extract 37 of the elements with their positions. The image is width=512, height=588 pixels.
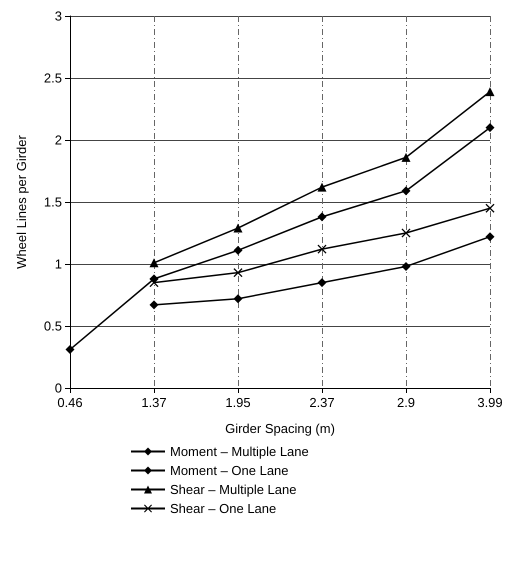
point [486,204,494,213]
legend-label: Shear – One Lane [170,501,276,516]
point [402,152,410,162]
x-tick-label: 2.37 [309,395,335,410]
point [402,262,410,271]
point [318,182,326,192]
point [234,246,242,255]
point [66,345,74,354]
point [234,294,242,304]
y-tick-label: 1.5 [44,194,62,210]
y-axis-title: Wheel Lines per Girder [14,134,29,269]
point [150,300,158,310]
y-tick-label: 0 [54,380,62,396]
point [318,212,326,222]
point [150,258,158,268]
x-tick-label: 2.9 [396,395,416,410]
x-axis-title: Girder Spacing (m) [225,421,335,436]
y-tick-label: 1 [54,256,62,272]
y-tick-label: 0.5 [44,318,62,334]
y-tick-label: 2 [54,132,62,148]
point [486,123,494,132]
point [234,224,242,233]
x-tick-label: 3.99 [477,395,503,410]
legend-label: Moment – One Lane [170,463,289,478]
point [318,278,326,288]
legend-label: Moment – Multiple Lane [170,444,309,459]
x-tick-label: 0.46 [57,395,83,410]
point [318,244,326,254]
point [486,87,494,96]
point [486,232,494,242]
legend-label: Shear – Multiple Lane [170,482,296,497]
y-tick-label: 3 [54,8,62,24]
x-tick-label: 1.37 [141,395,167,410]
point [402,186,410,196]
x-tick-label: 1.95 [225,395,251,410]
y-tick-label: 2.5 [44,70,62,86]
point [234,268,242,278]
